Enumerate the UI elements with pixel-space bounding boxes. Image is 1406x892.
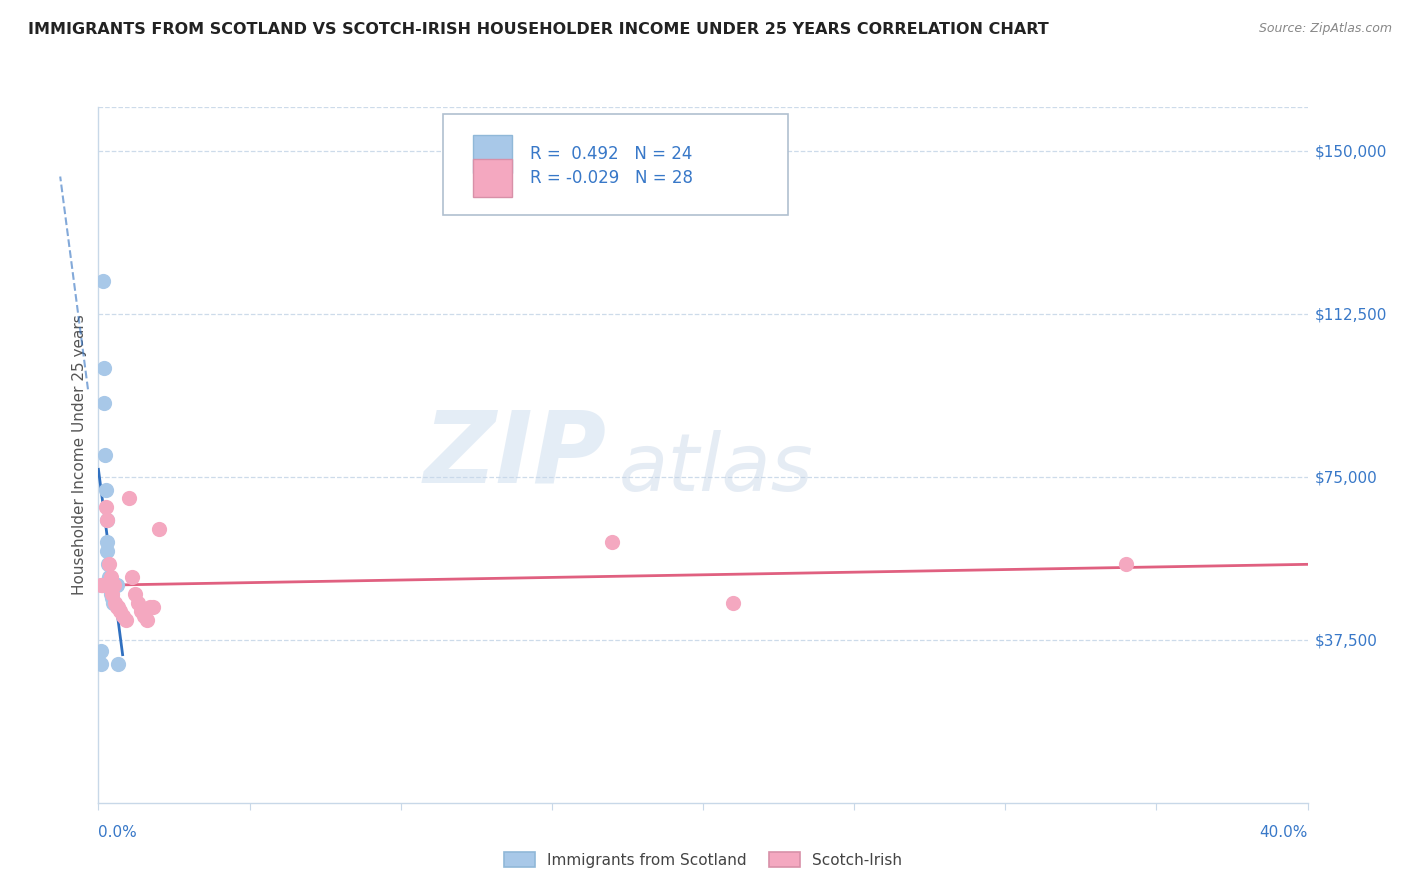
FancyBboxPatch shape <box>474 159 512 197</box>
Point <box>98 557 121 571</box>
Point <box>723 596 745 610</box>
Point <box>135 613 157 627</box>
Legend: Immigrants from Scotland, Scotch-Irish: Immigrants from Scotland, Scotch-Irish <box>496 844 910 875</box>
Point <box>602 535 624 549</box>
Point <box>91 274 114 288</box>
Point <box>94 448 117 462</box>
Text: ZIP: ZIP <box>423 407 606 503</box>
Point <box>104 596 127 610</box>
Text: IMMIGRANTS FROM SCOTLAND VS SCOTCH-IRISH HOUSEHOLDER INCOME UNDER 25 YEARS CORRE: IMMIGRANTS FROM SCOTLAND VS SCOTCH-IRISH… <box>28 22 1049 37</box>
Point <box>142 600 165 615</box>
Text: Source: ZipAtlas.com: Source: ZipAtlas.com <box>1258 22 1392 36</box>
Point <box>91 578 114 592</box>
Point <box>107 600 129 615</box>
FancyBboxPatch shape <box>474 135 512 173</box>
Point <box>93 578 115 592</box>
Point <box>90 578 112 592</box>
Point <box>111 608 134 623</box>
Point <box>104 578 127 592</box>
Point <box>100 578 122 592</box>
Point <box>98 578 121 592</box>
Point <box>97 557 120 571</box>
Point <box>94 500 117 514</box>
Point <box>100 587 122 601</box>
Point <box>101 591 124 606</box>
FancyBboxPatch shape <box>443 114 787 215</box>
Point <box>118 491 141 506</box>
Point <box>124 587 146 601</box>
Point <box>94 483 117 497</box>
Point <box>96 513 118 527</box>
Point <box>93 396 115 410</box>
Point <box>127 596 149 610</box>
Point <box>105 578 128 592</box>
Text: 40.0%: 40.0% <box>1260 825 1308 840</box>
Point <box>100 570 122 584</box>
Point <box>104 578 127 592</box>
Point <box>132 608 155 623</box>
Point <box>96 543 118 558</box>
Point <box>129 605 152 619</box>
Text: R =  0.492   N = 24: R = 0.492 N = 24 <box>530 145 693 163</box>
Point <box>90 657 112 671</box>
Point <box>103 578 125 592</box>
Y-axis label: Householder Income Under 25 years: Householder Income Under 25 years <box>72 315 87 595</box>
Point <box>1115 557 1137 571</box>
Point <box>90 643 112 657</box>
Point <box>139 600 162 615</box>
Text: R = -0.029   N = 28: R = -0.029 N = 28 <box>530 169 693 187</box>
Point <box>98 570 121 584</box>
Point <box>91 578 114 592</box>
Point <box>103 578 125 592</box>
Point <box>93 361 115 376</box>
Point <box>114 613 136 627</box>
Text: atlas: atlas <box>619 430 813 508</box>
Text: 0.0%: 0.0% <box>98 825 138 840</box>
Point <box>107 657 129 671</box>
Point <box>103 578 125 592</box>
Point <box>101 596 124 610</box>
Point <box>101 587 124 601</box>
Point <box>121 570 143 584</box>
Point <box>108 605 131 619</box>
Point <box>105 600 128 615</box>
Point <box>148 522 170 536</box>
Point <box>96 513 118 527</box>
Point <box>96 535 118 549</box>
